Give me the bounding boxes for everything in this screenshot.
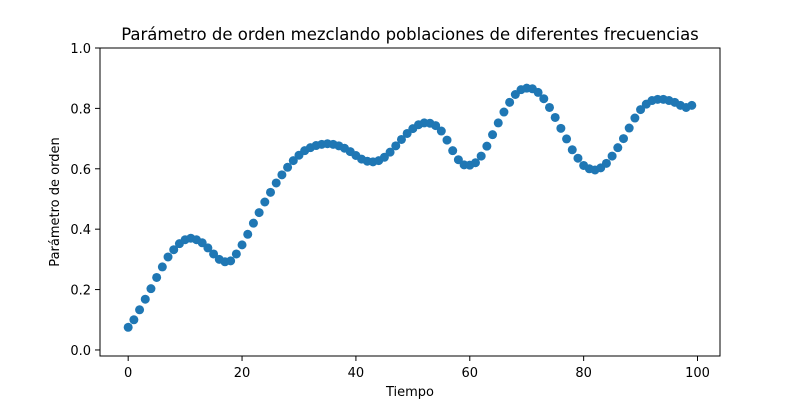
- data-point: [442, 135, 452, 145]
- data-point: [601, 158, 611, 168]
- data-point: [157, 262, 167, 272]
- data-point: [248, 218, 258, 228]
- data-point: [636, 105, 646, 115]
- x-tick-label: 80: [575, 366, 592, 381]
- data-point: [533, 87, 543, 97]
- x-tick-label: 0: [124, 366, 132, 381]
- data-point: [567, 145, 577, 155]
- plot-points: [123, 83, 697, 332]
- data-point: [396, 134, 406, 144]
- data-point: [123, 322, 133, 332]
- data-point: [505, 97, 515, 107]
- data-point: [237, 240, 247, 250]
- data-point: [146, 284, 156, 294]
- data-point: [624, 123, 634, 133]
- x-axis: 0 20 40 60 80 100: [124, 356, 710, 381]
- data-point: [152, 272, 162, 282]
- y-tick-label: 1.0: [70, 42, 91, 57]
- y-axis: 0.0 0.2 0.4 0.6 0.8 1.0: [70, 42, 100, 359]
- data-point: [550, 112, 560, 122]
- data-point: [385, 147, 395, 157]
- y-tick-label: 0.6: [70, 163, 91, 178]
- data-point: [203, 243, 213, 253]
- data-point: [129, 315, 139, 325]
- data-point: [197, 238, 207, 248]
- data-point: [391, 141, 401, 151]
- data-point: [271, 178, 281, 188]
- data-point: [431, 121, 441, 131]
- chart-title: Parámetro de orden mezclando poblaciones…: [121, 25, 699, 44]
- data-point: [476, 151, 486, 161]
- data-point: [243, 229, 253, 239]
- data-point: [488, 130, 498, 140]
- x-tick-label: 60: [462, 366, 479, 381]
- data-point: [260, 197, 270, 207]
- x-tick-label: 20: [234, 366, 251, 381]
- y-tick-label: 0.2: [70, 284, 91, 299]
- data-point: [619, 134, 628, 144]
- data-point: [630, 113, 640, 123]
- x-tick-label: 100: [685, 366, 710, 381]
- data-point: [226, 256, 236, 266]
- data-point: [135, 305, 145, 315]
- plot-frame: [99, 47, 721, 357]
- data-point: [687, 100, 697, 110]
- data-point: [163, 252, 173, 262]
- y-tick-label: 0.0: [70, 344, 91, 359]
- data-point: [254, 208, 264, 218]
- data-point: [277, 170, 287, 180]
- x-axis-label: Tiempo: [385, 385, 434, 400]
- data-point: [562, 134, 572, 144]
- data-point: [283, 162, 293, 172]
- data-point: [556, 123, 566, 133]
- y-tick-label: 0.8: [70, 102, 91, 117]
- data-point: [544, 102, 554, 112]
- data-point: [140, 294, 150, 304]
- y-axis-label: Parámetro de orden: [48, 137, 63, 266]
- data-point: [493, 118, 503, 128]
- data-point: [436, 126, 446, 136]
- x-tick-label: 40: [348, 366, 365, 381]
- y-tick-label: 0.4: [70, 223, 91, 238]
- data-point: [448, 146, 458, 156]
- data-point: [482, 141, 492, 151]
- data-point: [573, 153, 583, 163]
- data-point: [607, 151, 617, 161]
- data-point: [499, 107, 509, 117]
- data-point: [470, 158, 480, 168]
- data-point: [288, 156, 298, 166]
- data-point: [169, 245, 179, 255]
- data-point: [209, 249, 219, 259]
- data-point: [539, 94, 549, 104]
- data-point: [613, 143, 623, 153]
- data-point: [266, 187, 276, 197]
- data-point: [231, 249, 241, 259]
